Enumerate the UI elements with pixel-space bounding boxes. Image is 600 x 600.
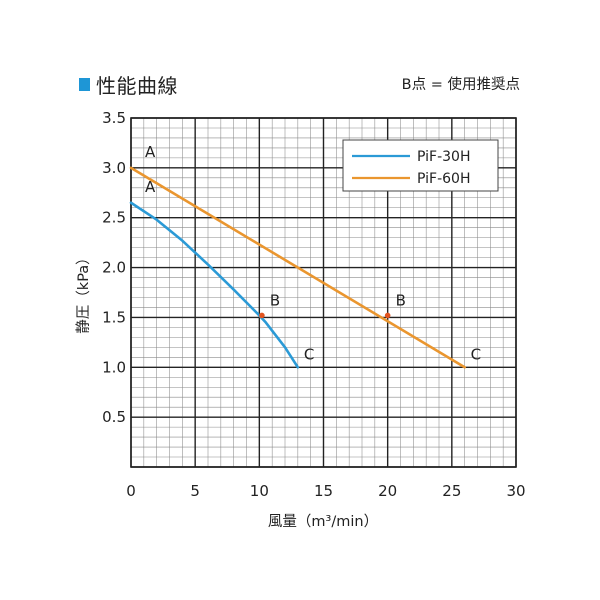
- y-tick-label: 2.5: [102, 209, 126, 227]
- plot-frame: [130, 117, 517, 468]
- series-lines: A B C A B C: [129, 143, 481, 369]
- y-tick-label: 1.5: [102, 308, 126, 326]
- legend-label-pif-60h: PiF-60H: [417, 171, 470, 187]
- y-tick-label: 1.0: [102, 358, 126, 376]
- x-tick-label: 5: [190, 482, 200, 500]
- y-tick-label: 0.5: [102, 408, 126, 426]
- x-tick-label: 20: [378, 482, 397, 500]
- series-line-pif-30h: [129, 201, 300, 369]
- point-label-a-pif-30h: A: [145, 178, 156, 196]
- legend-label-pif-30h: PiF-30H: [417, 149, 470, 165]
- legend: PiF-30H PiF-60H: [342, 139, 499, 192]
- x-tick-label: 30: [506, 482, 525, 500]
- tick-labels: 0 5 10 15 20 25 30 0.5 1.0 1.5 2.0 2.5 3.0 3.5: [102, 109, 525, 500]
- recommended-point-marker-pif-60h: [384, 312, 391, 319]
- point-label-c-pif-30h: C: [304, 345, 314, 363]
- recommended-point-marker-pif-30h: [259, 312, 265, 319]
- point-label-a-pif-60h: A: [145, 143, 156, 161]
- x-tick-label: 10: [250, 482, 269, 500]
- x-tick-label: 25: [442, 482, 461, 500]
- title-bullet-icon: [79, 78, 90, 91]
- chart-header: 性能曲線: [79, 70, 178, 99]
- y-axis-label: 静圧（kPa）: [75, 250, 92, 333]
- x-tick-label: 0: [126, 482, 136, 500]
- x-tick-label: 15: [314, 482, 333, 500]
- recommended-point-note: B点 = 使用推奨点: [401, 77, 520, 93]
- x-axis-label: 風量（m³/min）: [268, 513, 378, 530]
- point-label-b-pif-30h: B: [270, 291, 280, 309]
- y-tick-label: 3.0: [102, 159, 126, 177]
- chart-title: 性能曲線: [96, 74, 178, 98]
- y-tick-label: 3.5: [102, 109, 126, 127]
- point-label-c-pif-60h: C: [471, 345, 481, 363]
- legend-box: [342, 139, 499, 192]
- point-label-b-pif-60h: B: [396, 291, 406, 309]
- y-tick-label: 2.0: [102, 259, 126, 277]
- series-line-pif-60h: [129, 166, 466, 369]
